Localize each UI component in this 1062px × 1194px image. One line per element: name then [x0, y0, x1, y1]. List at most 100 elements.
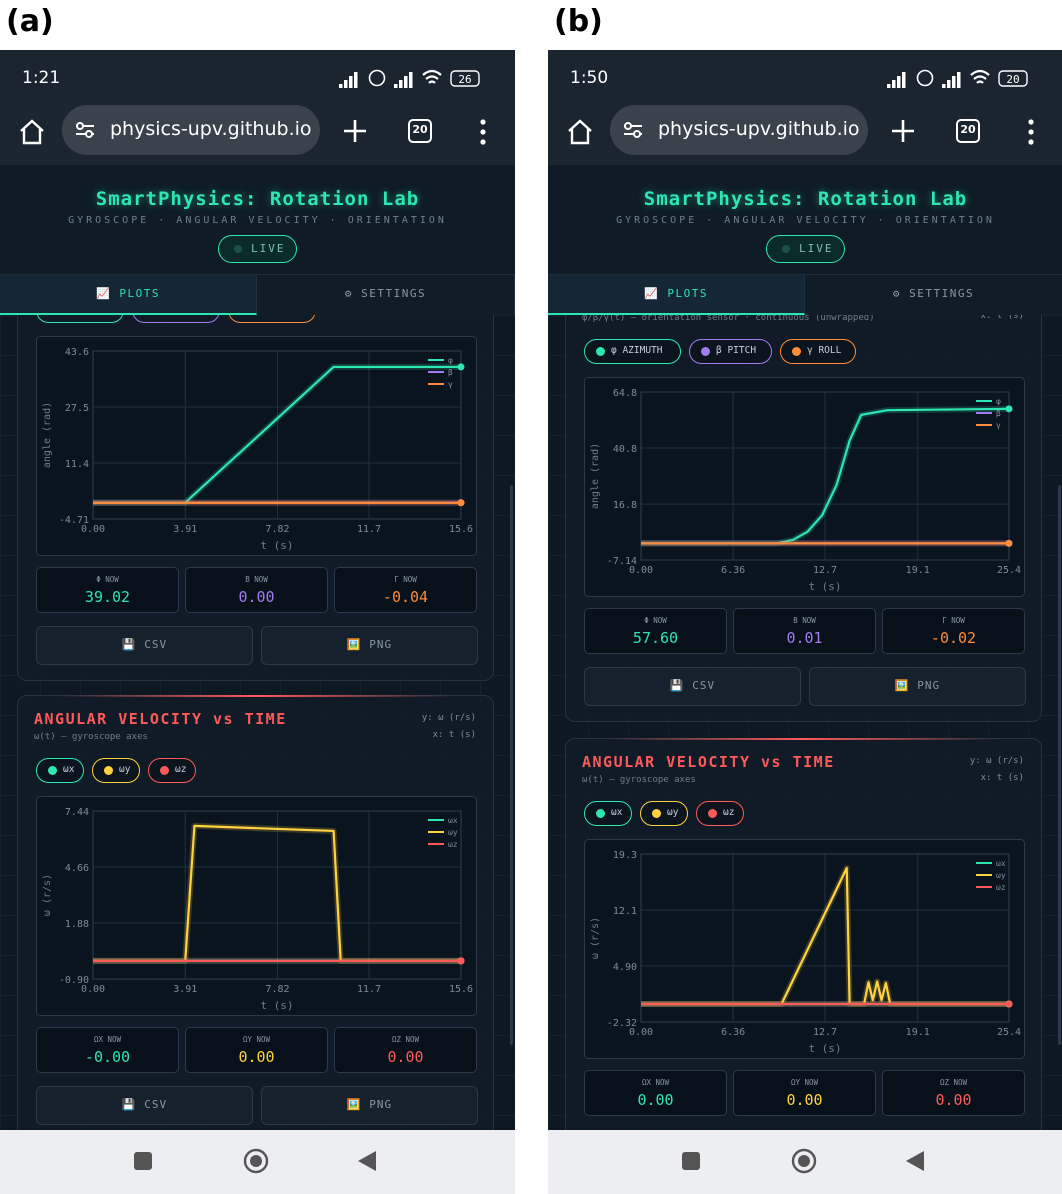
x-tick-label: 0.00 [629, 1027, 653, 1038]
readout: Γ NOW -0.02 [882, 608, 1025, 654]
y-tick-label: 40.8 [613, 444, 637, 455]
x-axis-label: t (s) [808, 580, 841, 593]
chip[interactable]: φ AZIMUTH [584, 339, 681, 364]
card: ANGULAR VELOCITY vs TIME ω(t) — gyroscope… [17, 695, 494, 1130]
chip-label: β PITCH [716, 345, 757, 356]
menu-button[interactable] [1026, 118, 1036, 146]
export-button[interactable]: 🖼️ PNG [261, 1086, 478, 1125]
home-button[interactable] [566, 118, 594, 146]
tab-count: 20 [960, 123, 976, 136]
x-axis-label: t (s) [808, 1042, 841, 1055]
axis-info: x: t (s) [980, 773, 1024, 783]
end-dot [457, 499, 465, 507]
chip[interactable]: ωz [696, 801, 744, 826]
y-tick-label: 11.4 [65, 459, 89, 470]
home-button[interactable] [18, 118, 46, 146]
tab[interactable]: 📈 PLOTS [548, 275, 805, 315]
x-tick-label: 15.6 [449, 524, 473, 535]
new-tab-button[interactable] [342, 118, 368, 144]
axis-info: y: ω (r/s) [969, 756, 1024, 766]
y-tick-label: 7.44 [65, 807, 89, 818]
home-nav-button[interactable] [243, 1148, 269, 1174]
app-title: SmartPhysics: Rotation Lab [643, 188, 968, 210]
chip-dot [104, 766, 113, 775]
tab[interactable]: ⚙ SETTINGS [805, 275, 1062, 315]
tab[interactable]: ⚙ SETTINGS [257, 275, 515, 315]
button-label: 💾 CSV [121, 638, 168, 651]
chip[interactable]: ωz [148, 758, 196, 783]
x-axis-label: t (s) [260, 999, 293, 1012]
series-line [641, 866, 1009, 1006]
url-bar[interactable]: physics-upv.github.io [62, 105, 320, 155]
site-settings-icon [624, 122, 642, 138]
readout: ΩY NOW 0.00 [185, 1027, 328, 1073]
tune-knob [85, 130, 93, 138]
home-nav-dot [798, 1155, 810, 1167]
live-label: LIVE [251, 242, 286, 255]
plot-background [584, 839, 1025, 1059]
tab-switcher[interactable]: 20 [408, 119, 432, 143]
chip[interactable]: ωx [36, 758, 84, 783]
menu-dot [480, 129, 486, 135]
tab-label: ⚙ SETTINGS [344, 287, 427, 300]
url-text: physics-upv.github.io [110, 118, 312, 140]
y-axis-label: ω (r/s) [590, 917, 601, 959]
legend-label: ωz [996, 883, 1006, 892]
export-button[interactable]: 🖼️ PNG [261, 626, 478, 665]
readout-value: 39.02 [84, 588, 131, 606]
readout-value: 0.00 [238, 588, 275, 606]
new-tab-button[interactable] [890, 118, 916, 144]
export-button[interactable]: 🖼️ PNG [809, 667, 1026, 706]
back-button[interactable] [358, 1151, 376, 1171]
chip[interactable]: ωy [640, 801, 688, 826]
button-label: 💾 CSV [669, 679, 716, 692]
signal-bar [892, 80, 896, 88]
export-button[interactable]: 💾 CSV [584, 667, 801, 706]
signal-bar [354, 72, 358, 88]
chip[interactable]: β PITCH [689, 339, 772, 364]
x-tick-label: 25.4 [997, 565, 1021, 576]
plot-frame [640, 853, 1010, 1023]
chip[interactable]: ωx [584, 801, 632, 826]
chip[interactable] [228, 315, 316, 323]
readout-value: 0.00 [935, 1091, 972, 1109]
status-time: 1:21 [22, 68, 61, 88]
chip[interactable]: γ ROLL [780, 339, 856, 364]
button-label: 🖼️ PNG [346, 1098, 393, 1111]
tab[interactable]: 📈 PLOTS [0, 275, 257, 315]
card: ANGULAR VELOCITY vs TIME ω(t) — gyroscope… [565, 738, 1042, 1130]
y-tick-label: -0.90 [59, 975, 89, 986]
url-bar[interactable]: physics-upv.github.io [610, 105, 868, 155]
readout-label: Γ NOW [394, 575, 417, 584]
chip[interactable]: ωy [92, 758, 140, 783]
signal-bar [957, 72, 961, 88]
content-area: φ/β/γ(t) — orientation sensor · continuo… [548, 315, 1062, 1130]
readout-label: ΩY NOW [242, 1035, 271, 1044]
readout-label: Γ NOW [942, 616, 965, 625]
x-tick-label: 12.7 [813, 1027, 837, 1038]
y-tick-label: -7.14 [607, 556, 637, 567]
chip-label: ωy [667, 807, 679, 818]
recents-button[interactable] [134, 1152, 152, 1170]
readout: Φ NOW 57.60 [584, 608, 727, 654]
chip[interactable] [36, 315, 124, 323]
back-button[interactable] [906, 1151, 924, 1171]
x-tick-label: 3.91 [173, 524, 197, 535]
export-button[interactable]: 💾 CSV [36, 626, 253, 665]
menu-dot [480, 119, 486, 125]
tab-switcher[interactable]: 20 [956, 119, 980, 143]
x-tick-label: 19.1 [906, 1027, 930, 1038]
y-tick-label: 27.5 [65, 403, 89, 414]
end-dot [457, 363, 465, 371]
menu-dot [1028, 119, 1034, 125]
home-nav-button[interactable] [791, 1148, 817, 1174]
export-button[interactable]: 💾 CSV [36, 1086, 253, 1125]
chip[interactable] [132, 315, 220, 323]
recents-button[interactable] [682, 1152, 700, 1170]
plot-frame [92, 810, 462, 980]
card-subtitle: ω(t) — gyroscope axes [582, 775, 696, 785]
chip-label: φ AZIMUTH [611, 345, 663, 356]
x-tick-label: 0.00 [629, 565, 653, 576]
menu-button[interactable] [478, 118, 488, 146]
signal-bar [902, 72, 906, 88]
